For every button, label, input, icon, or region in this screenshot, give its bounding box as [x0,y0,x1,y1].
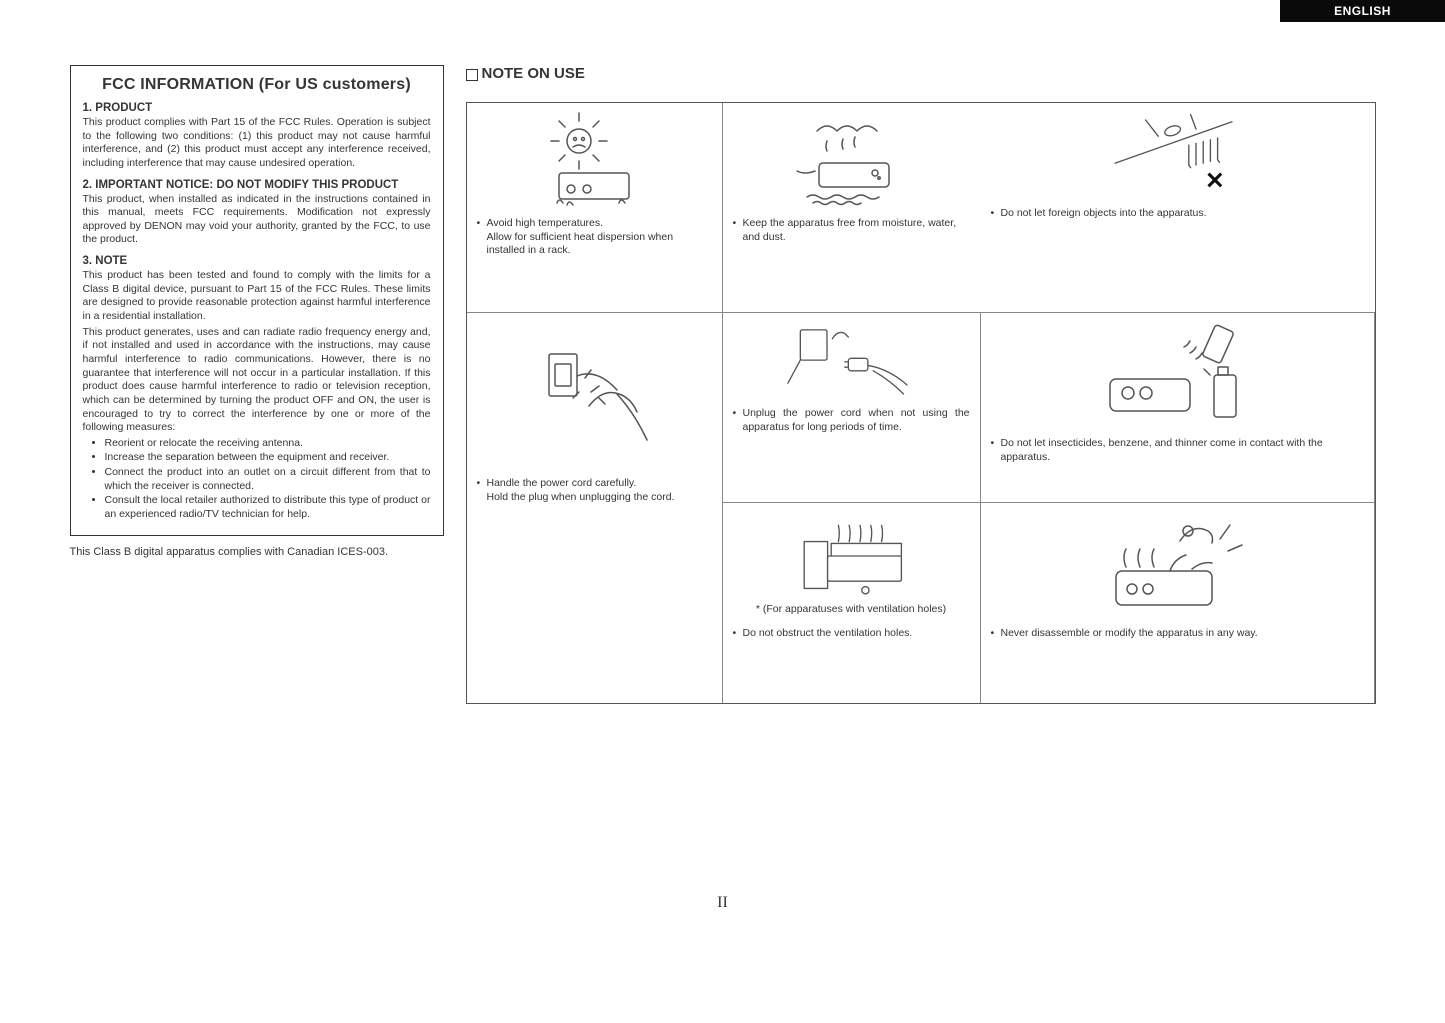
note-cell-8-bullet: Never disassemble or modify the apparatu… [1001,627,1258,641]
note-cell-6-bullet: Do not let foreign objects into the appa… [1001,207,1207,221]
fcc-section-2-body: This product, when installed as indicate… [83,193,431,248]
fcc-bullet-1: Reorient or relocate the receiving anten… [105,437,431,451]
fcc-section-3-bullets: Reorient or relocate the receiving anten… [83,437,431,522]
fcc-section-2-head: 2. IMPORTANT NOTICE: DO NOT MODIFY THIS … [83,179,431,191]
fcc-section-3-head: 3. NOTE [83,255,431,267]
fcc-section-3-body-1: This product has been tested and found t… [83,269,431,324]
illustration-unplug [733,321,970,401]
illustration-disassemble [991,511,1364,621]
page-number: II [70,894,1376,912]
note-cell-disassemble: •Never disassemble or modify the apparat… [981,503,1375,703]
illustration-sun-heat [477,111,712,211]
note-on-use-grid: •Avoid high temperatures. Allow for suff… [466,102,1376,704]
note-cell-1-sub: Allow for sufficient heat dispersion whe… [477,231,712,258]
note-cell-ventilation: * (For apparatuses with ventilation hole… [723,503,981,703]
svg-text:✕: ✕ [1205,167,1225,193]
note-on-use-heading-text: NOTE ON USE [482,65,585,82]
fcc-section-1-body: This product complies with Part 15 of th… [83,116,431,171]
illustration-moisture [733,111,971,211]
fcc-bullet-2: Increase the separation between the equi… [105,451,431,465]
fcc-bullet-4: Consult the local retailer authorized to… [105,494,431,521]
note-cell-moisture: •Keep the apparatus free from moisture, … [723,103,981,313]
page-container: FCC INFORMATION (For US customers) 1. PR… [70,0,1376,912]
illustration-foreign-objects: ✕ [991,111,1365,201]
note-cell-2-bullet: Handle the power cord carefully. [487,477,637,491]
note-cell-7-bullet: Do not let insecticides, benzene, and th… [1001,437,1364,464]
note-cell-3-bullet: Keep the apparatus free from moisture, w… [743,217,971,244]
note-cell-chemicals: •Do not let insecticides, benzene, and t… [981,313,1375,503]
canadian-compliance-text: This Class B digital apparatus complies … [70,546,444,558]
fcc-information-box: FCC INFORMATION (For US customers) 1. PR… [70,65,444,536]
illustration-ventilation [733,511,970,601]
note-cell-foreign-objects: ✕ •Do not let foreign objects into the a… [981,103,1375,313]
illustration-power-cord [477,321,712,471]
note-cell-unplug: •Unplug the power cord when not using th… [723,313,981,503]
fcc-title: FCC INFORMATION (For US customers) [83,76,431,94]
note-cell-1-bullet: Avoid high temperatures. [487,217,604,231]
fcc-section-3-body-2: This product generates, uses and can rad… [83,326,431,435]
note-cell-power-cord: •Handle the power cord carefully. Hold t… [467,313,723,703]
illustration-chemicals [991,321,1364,431]
note-cell-5-footnote: * (For apparatuses with ventilation hole… [733,603,970,617]
note-cell-5-bullet: Do not obstruct the ventilation holes. [743,627,913,641]
fcc-bullet-3: Connect the product into an outlet on a … [105,466,431,493]
note-cell-2-sub: Hold the plug when unplugging the cord. [477,491,712,505]
checkbox-icon [466,69,478,81]
note-cell-4-bullet: Unplug the power cord when not using the… [743,407,970,434]
note-on-use-heading: NOTE ON USE [466,65,1376,82]
fcc-section-1-head: 1. PRODUCT [83,102,431,114]
note-cell-high-temperature: •Avoid high temperatures. Allow for suff… [467,103,723,313]
left-column: FCC INFORMATION (For US customers) 1. PR… [70,65,444,704]
right-column: NOTE ON USE [466,65,1376,704]
